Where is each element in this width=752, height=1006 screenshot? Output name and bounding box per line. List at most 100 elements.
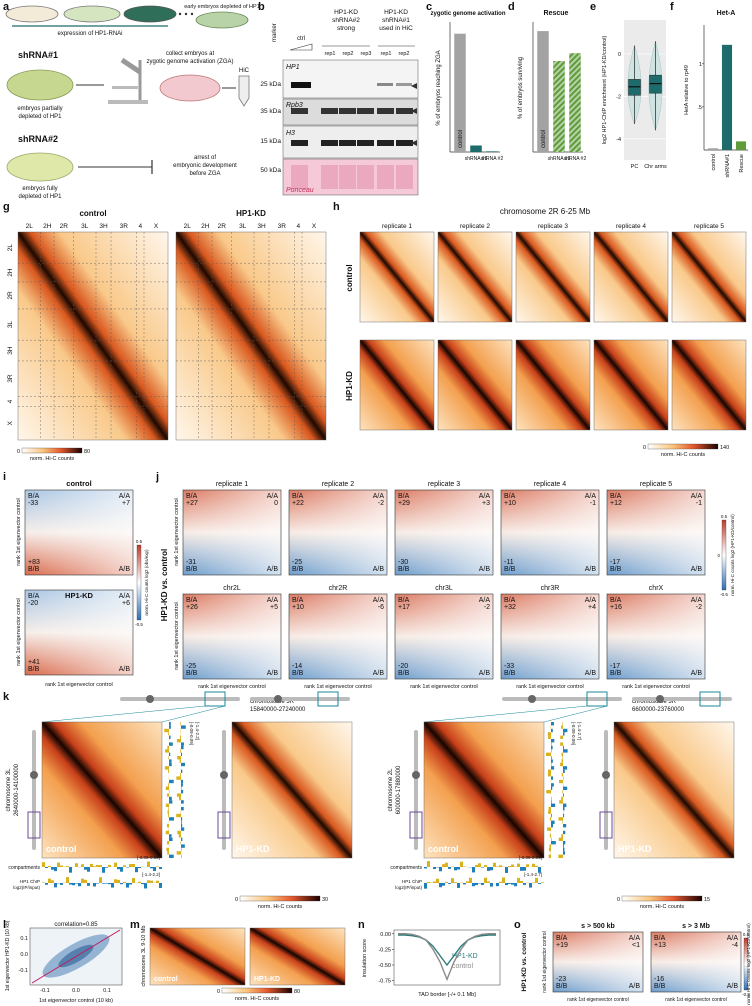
centromere xyxy=(274,695,282,703)
label: shRNA#2 xyxy=(18,134,58,144)
track xyxy=(508,866,511,867)
track xyxy=(114,862,117,867)
region-box xyxy=(317,691,339,707)
band xyxy=(396,140,413,146)
track xyxy=(180,722,181,726)
track xyxy=(51,880,54,883)
track xyxy=(442,883,445,886)
panel-letter: j xyxy=(155,471,159,483)
track xyxy=(538,867,541,873)
track xyxy=(105,867,108,868)
label: 2640000-14100000 xyxy=(14,763,20,816)
label: rank 1st eigenvector control xyxy=(410,684,478,690)
track xyxy=(481,883,484,885)
track xyxy=(439,867,442,872)
saddle-fade xyxy=(288,489,388,576)
x-tick-label: Chr arms xyxy=(644,164,667,170)
label: HP1-KD xyxy=(65,591,94,600)
track xyxy=(167,810,169,814)
label: Rescue xyxy=(544,10,569,17)
quadrant-label: A/B xyxy=(629,983,641,990)
quadrant-label: A/B xyxy=(585,670,597,677)
heatmap xyxy=(423,721,545,859)
quadrant-label: B/A xyxy=(556,935,568,942)
heatmap xyxy=(593,231,669,323)
bar xyxy=(707,148,719,150)
panel-letter: f xyxy=(670,1,674,13)
track xyxy=(42,882,45,883)
quadrant-value: -33 xyxy=(504,663,514,670)
track xyxy=(563,786,568,790)
label: control xyxy=(46,844,77,854)
track xyxy=(496,866,499,867)
quadrant-value: -30 xyxy=(398,559,408,566)
track xyxy=(54,883,57,888)
heatmap xyxy=(231,721,353,859)
label: rank 1st eigenvector control xyxy=(622,684,690,690)
centromere xyxy=(412,771,420,779)
saddle-fade xyxy=(500,593,600,680)
colorbar-max: 0.5 xyxy=(743,932,750,937)
label: [-1.4-2.2] xyxy=(142,872,160,877)
track xyxy=(562,722,563,726)
region-box xyxy=(586,691,608,707)
label: HP1-KD vs. control xyxy=(160,549,169,621)
label: replicate 4 xyxy=(616,223,646,230)
label: correlation=0.85 xyxy=(54,922,98,928)
track xyxy=(448,867,451,869)
track xyxy=(54,867,57,872)
centromere xyxy=(656,695,664,703)
panel-letter: d xyxy=(508,1,515,13)
track xyxy=(445,881,448,883)
colorbar xyxy=(721,519,727,591)
embryo xyxy=(159,74,221,102)
chromosome-label: 2H xyxy=(201,223,210,230)
track xyxy=(93,866,96,867)
label: embryos partially xyxy=(17,106,62,112)
track xyxy=(169,735,171,739)
track xyxy=(169,742,173,746)
chromosome-label: X xyxy=(312,223,317,230)
bar xyxy=(454,33,466,153)
region-box xyxy=(217,811,231,839)
track xyxy=(181,820,182,824)
microscope xyxy=(120,57,142,75)
arrowhead xyxy=(411,108,417,114)
colorbar-max: 0.5 xyxy=(721,514,728,519)
chromosome-label: 2L xyxy=(7,244,14,252)
track xyxy=(558,817,563,821)
centromere xyxy=(528,695,536,703)
legend-label: HP1-KD xyxy=(452,953,478,960)
label: s > 3 Mb xyxy=(682,923,710,930)
track xyxy=(90,863,93,867)
track xyxy=(57,862,60,867)
track xyxy=(81,864,84,867)
quadrant-value: -25 xyxy=(292,559,302,566)
band xyxy=(339,108,356,114)
region-line xyxy=(423,705,588,723)
quadrant-value: +4 xyxy=(588,604,596,611)
track xyxy=(549,817,551,821)
microscope xyxy=(108,100,148,104)
chromosome-label: 4 xyxy=(296,223,300,230)
quadrant-label: B/B xyxy=(654,983,666,990)
track xyxy=(180,773,181,777)
label: [-0.09-0.09] xyxy=(137,855,160,860)
band xyxy=(321,140,338,146)
x-tick-label: control xyxy=(711,154,717,171)
track xyxy=(502,877,505,883)
track xyxy=(169,722,171,726)
saddle-fade xyxy=(24,489,134,576)
quadrant-value: +13 xyxy=(654,942,666,949)
centromere xyxy=(146,695,154,703)
track xyxy=(562,790,563,794)
track xyxy=(117,867,120,870)
label: 15840000-27240000 xyxy=(250,707,306,713)
panel-letter: i xyxy=(3,471,6,483)
track xyxy=(548,807,551,811)
quadrant-value: -20 xyxy=(28,600,38,607)
legend-label: control xyxy=(452,963,473,970)
track xyxy=(551,728,553,733)
label: 25 kDa xyxy=(260,81,281,88)
centromere xyxy=(30,771,38,779)
